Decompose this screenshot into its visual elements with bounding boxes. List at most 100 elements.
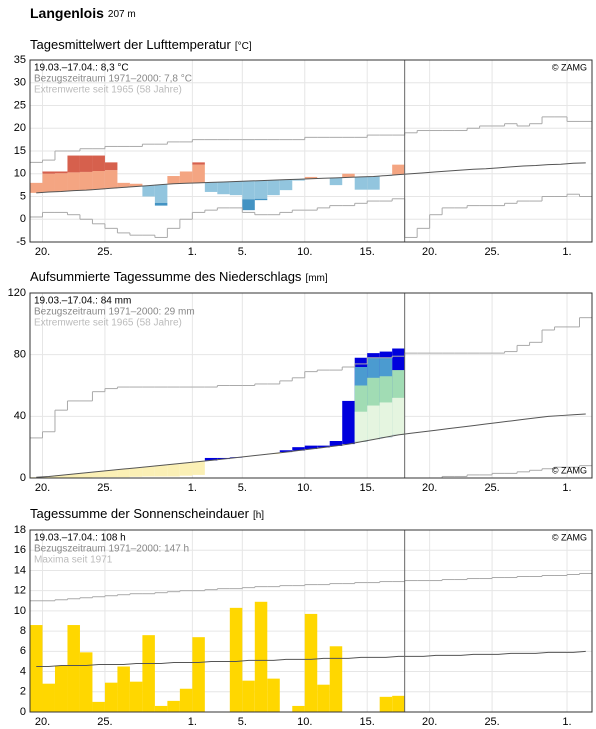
annotation: Extremwerte seit 1965 (58 Jahre) [34,85,182,96]
y-tick-label: 30 [14,77,26,89]
y-tick-label: 12 [14,585,26,597]
precipitation-deficit [67,473,80,478]
y-tick-label: 120 [8,287,26,299]
temperature-bar [329,177,343,186]
precipitation-deficit [54,475,68,478]
temperature-bar [217,181,230,195]
annotation: 19.03.–17.04.: 84 mm [34,296,131,307]
temperature-bar [79,171,93,191]
chart-title: Tagesmittelwert der Lufttemperatur [°C] [30,37,252,52]
temperature-bar [129,183,143,187]
temperature-bar-strong [42,171,55,174]
x-tick-label: 25. [484,246,499,258]
temperature-bar [292,179,305,181]
precipitation-deficit [167,464,180,477]
precipitation-deficit [104,470,118,478]
mean-line [36,650,586,667]
x-tick-label: 1. [188,482,197,494]
y-tick-label: 20 [14,122,26,134]
y-tick-label: 8 [20,625,26,637]
y-tick-label: -5 [16,236,26,248]
y-tick-label: 6 [20,645,26,657]
x-tick-label: 20. [35,482,50,494]
sunshine-bar [379,696,393,712]
precipitation-surplus [329,441,343,446]
precipitation-surplus [217,457,230,460]
precipitation-deficit [117,469,130,478]
y-tick-label: 14 [14,564,26,576]
precipitation-band [392,397,405,435]
x-tick-label: 20. [35,716,50,728]
x-tick-label: 20. [422,482,437,494]
x-tick-label: 5. [238,246,247,258]
precipitation-surplus [279,450,293,453]
credit: © ZAMG [552,465,587,475]
temperature-bar-strong [54,171,68,174]
station-elevation: 207 m [108,9,136,20]
sunshine-bar [154,705,168,712]
x-tick-label: 1. [188,246,197,258]
chart-title-text: Tagessumme der Sonnenscheindauer [30,506,250,521]
annotation: 19.03.–17.04.: 108 h [34,533,126,544]
precipitation-surplus [304,445,318,450]
y-tick-label: 4 [20,665,26,677]
sunshine-bar [92,701,105,712]
precipitation-deficit [129,467,143,477]
x-tick-label: 15. [360,482,375,494]
precipitation-surplus [342,400,355,445]
temperature-bar-strong [104,162,118,171]
plot-frame [29,292,593,479]
y-tick-label: 0 [20,472,26,484]
sunshine-bar [167,700,180,712]
y-tick-label: 0 [20,213,26,225]
precipitation-surplus [292,447,305,451]
x-tick-label: 25. [484,716,499,728]
y-tick-label: 35 [14,54,26,66]
annotation: Bezugszeitraum 1971–2000: 147 h [34,544,189,555]
precipitation-deficit [142,466,155,477]
y-tick-label: 10 [14,168,26,180]
x-tick-label: 25. [97,246,112,258]
x-tick-label: 15. [360,716,375,728]
credit: © ZAMG [552,62,587,72]
sunshine-bar [129,681,143,712]
x-tick-label: 15. [360,246,375,258]
temperature-bar [54,173,68,192]
temperature-bar [117,182,130,188]
temperature-bar [30,182,43,193]
x-tick-label: 10. [297,482,312,494]
temperature-bar [67,172,80,191]
sunshine-bar [179,688,193,712]
temperature-bar [367,176,380,190]
x-tick-label: 10. [297,246,312,258]
temperature-bar [179,171,193,184]
y-tick-label: 40 [14,410,26,422]
precipitation-surplus [317,445,330,448]
precipitation-deficit [192,461,205,475]
sunshine-bar [392,695,405,712]
temperature-bar-strong [254,198,268,201]
credit: © ZAMG [552,532,587,542]
temperature-bar [242,181,255,200]
temperature-bar [392,164,405,175]
sunshine-bar [30,625,43,712]
y-tick-label: 2 [20,686,26,698]
page-title: Langenlois 207 m [30,5,136,21]
y-tick-label: 0 [20,706,26,718]
annotation: Bezugszeitraum 1971–2000: 29 mm [34,307,195,318]
sunshine-bar [117,666,130,712]
y-tick-label: 5 [20,190,26,202]
temperature-bar [42,173,55,192]
x-tick-label: 20. [422,716,437,728]
sunshine-bar [329,646,343,712]
station-name: Langenlois [30,5,104,21]
chart-unit: [h] [253,510,264,521]
chart-title: Tagessumme der Sonnenscheindauer [h] [30,506,264,521]
annotation: Extremwerte seit 1965 (58 Jahre) [34,318,182,329]
temperature-bar-strong [192,162,205,165]
temperature-bar [229,181,243,196]
mean-line [36,162,586,194]
x-tick-label: 5. [238,482,247,494]
x-tick-label: 20. [35,246,50,258]
